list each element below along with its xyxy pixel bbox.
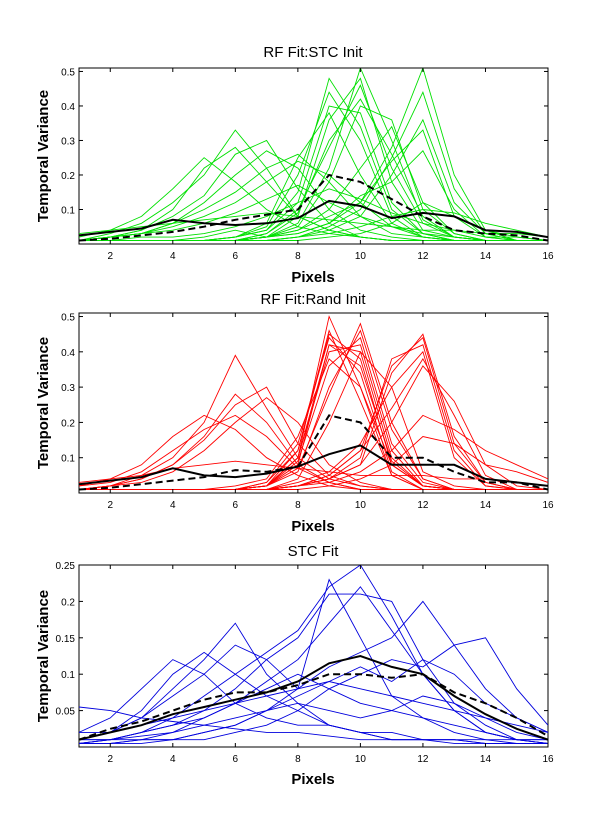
- trace-line-23: [79, 414, 548, 490]
- y-tick-label: 0.4: [61, 348, 75, 359]
- panel-rf-fit-stc-init: 2 4 6 8 10 12 14 16 0.1 0.2 0.3 0.4 0.5 RF Fit:STC I…: [35, 44, 554, 286]
- y-tick-label: 0.2: [61, 171, 75, 182]
- x-tick-label: 6: [233, 754, 239, 765]
- y-tick-label: 0.4: [61, 102, 75, 113]
- mean-group: [79, 414, 548, 491]
- chart-title: STC Fit: [288, 543, 340, 560]
- x-tick-label: 14: [480, 500, 492, 511]
- y-tick-label: 0.2: [61, 597, 75, 608]
- x-axis-label: Pixels: [291, 518, 334, 535]
- y-tick-label: 0.15: [56, 634, 76, 645]
- y-tick-label: 0.2: [61, 418, 75, 429]
- y-tick-label: 0.25: [56, 561, 76, 572]
- y-tick-label: 0.3: [61, 383, 75, 394]
- x-tick-label: 10: [355, 251, 367, 262]
- x-tick-label: 14: [480, 251, 492, 262]
- trace-line-11: [79, 673, 548, 741]
- y-tick-label: 0.5: [61, 313, 75, 324]
- x-tick-label: 4: [170, 500, 176, 511]
- trace-line-12: [79, 681, 548, 733]
- trace-group: [79, 68, 548, 241]
- mean-solid-line: [79, 444, 548, 487]
- chart-title: RF Fit:STC Init: [263, 44, 363, 61]
- x-tick-label: 14: [480, 754, 492, 765]
- panel-stc-fit: 2 4 6 8 10 12 14 16 0.05 0.1 0.15 0.2 0.25 STC Fit P…: [35, 543, 554, 788]
- trace-line-3: [79, 586, 548, 744]
- mean-dashed-line: [79, 173, 548, 242]
- x-tick-label: 2: [107, 500, 113, 511]
- trace-group: [79, 315, 548, 490]
- x-tick-label: 8: [295, 251, 301, 262]
- plot-area-frame: [78, 67, 549, 245]
- y-tick-label: 0.5: [61, 67, 75, 78]
- x-tick-label: 12: [417, 251, 429, 262]
- trace-line-23: [79, 188, 548, 241]
- y-tick-label: 0.1: [61, 205, 75, 216]
- tick-group: 2 4 6 8 10 12 14 16 0.1 0.2 0.3 0.4 0.5: [61, 313, 554, 511]
- trace-line-4: [79, 659, 548, 744]
- x-tick-label: 6: [233, 500, 239, 511]
- mean-solid-line: [79, 199, 548, 239]
- trace-line-21: [79, 160, 548, 241]
- y-axis-label: Temporal Variance: [35, 90, 52, 222]
- trace-line-26: [79, 436, 548, 490]
- x-tick-label: 2: [107, 251, 113, 262]
- trace-line-10: [79, 659, 548, 744]
- mean-dashed-line: [79, 414, 548, 491]
- y-tick-label: 0.1: [61, 670, 75, 681]
- x-tick-label: 6: [233, 251, 239, 262]
- chart-title: RF Fit:Rand Init: [260, 291, 366, 308]
- mean-dashed-line: [79, 673, 548, 741]
- x-axis-label: Pixels: [291, 771, 334, 788]
- y-tick-label: 0.1: [61, 454, 75, 465]
- x-tick-label: 8: [295, 500, 301, 511]
- y-tick-label: 0.05: [56, 707, 76, 718]
- x-tick-label: 16: [542, 500, 554, 511]
- y-axis-label: Temporal Variance: [35, 337, 52, 469]
- mean-group: [79, 173, 548, 242]
- tick-group: 2 4 6 8 10 12 14 16 0.1 0.2 0.3 0.4 0.5: [61, 67, 554, 262]
- x-tick-label: 10: [355, 754, 367, 765]
- x-tick-label: 4: [170, 251, 176, 262]
- x-tick-label: 12: [417, 500, 429, 511]
- trace-line-0: [79, 578, 548, 744]
- y-axis-label: Temporal Variance: [35, 590, 52, 722]
- x-tick-label: 2: [107, 754, 113, 765]
- mean-group: [79, 654, 548, 741]
- panel-rf-fit-rand-init: 2 4 6 8 10 12 14 16 0.1 0.2 0.3 0.4 0.5 RF Fit:Rand …: [35, 291, 554, 535]
- x-tick-label: 12: [417, 754, 429, 765]
- trace-line-6: [79, 622, 548, 744]
- x-axis-label: Pixels: [291, 269, 334, 286]
- x-tick-label: 4: [170, 754, 176, 765]
- x-tick-label: 16: [542, 251, 554, 262]
- trace-line-9: [79, 637, 548, 744]
- x-tick-label: 16: [542, 754, 554, 765]
- mean-solid-line: [79, 654, 548, 741]
- x-tick-label: 8: [295, 754, 301, 765]
- x-tick-label: 10: [355, 500, 367, 511]
- trace-line-22: [79, 184, 548, 241]
- trace-line-13: [79, 695, 548, 744]
- y-tick-label: 0.3: [61, 136, 75, 147]
- tick-group: 2 4 6 8 10 12 14 16 0.05 0.1 0.15 0.2 0.25: [56, 561, 554, 765]
